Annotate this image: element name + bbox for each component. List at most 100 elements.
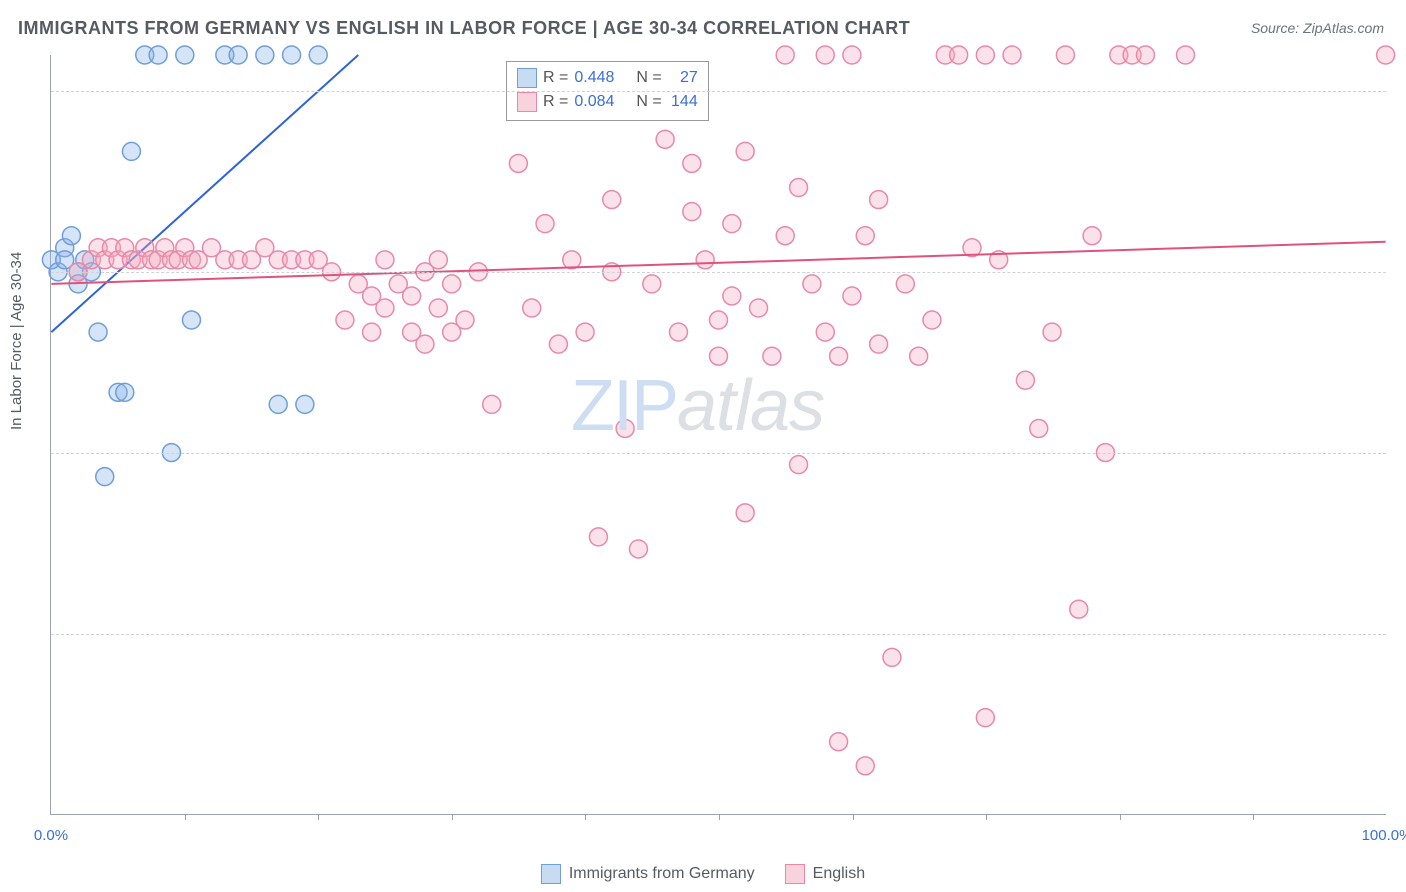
x-tick — [1120, 814, 1121, 820]
data-point — [1176, 46, 1194, 64]
data-point — [870, 335, 888, 353]
data-point — [603, 191, 621, 209]
legend-swatch — [517, 92, 537, 112]
gridline-horizontal — [51, 453, 1386, 454]
data-point — [669, 323, 687, 341]
data-point — [429, 299, 447, 317]
legend-series-label: English — [813, 865, 865, 883]
regression-line — [51, 55, 358, 332]
data-point — [116, 383, 134, 401]
data-point — [683, 154, 701, 172]
data-point — [723, 215, 741, 233]
data-point — [843, 46, 861, 64]
data-point — [1003, 46, 1021, 64]
x-tick — [719, 814, 720, 820]
data-point — [256, 46, 274, 64]
data-point — [750, 299, 768, 317]
data-point — [536, 215, 554, 233]
data-point — [723, 287, 741, 305]
data-point — [976, 709, 994, 727]
legend-item: Immigrants from Germany — [541, 864, 755, 884]
data-point — [856, 227, 874, 245]
series-legend: Immigrants from Germany English — [0, 864, 1406, 884]
data-point — [790, 456, 808, 474]
legend-n-value: 27 — [668, 69, 698, 87]
y-tick-label: 55.0% — [1396, 626, 1406, 643]
x-tick-label: 100.0% — [1362, 827, 1406, 844]
x-tick — [318, 814, 319, 820]
legend-row: R =0.448N =27 — [517, 66, 698, 90]
data-point — [483, 395, 501, 413]
legend-n-value: 144 — [668, 93, 698, 111]
data-point — [896, 275, 914, 293]
legend-n-label: N = — [636, 69, 661, 87]
data-point — [643, 275, 661, 293]
data-point — [89, 323, 107, 341]
data-point — [736, 142, 754, 160]
data-point — [616, 419, 634, 437]
legend-swatch — [517, 68, 537, 88]
gridline-horizontal — [51, 91, 1386, 92]
legend-row: R =0.084N =144 — [517, 90, 698, 114]
legend-item: English — [785, 864, 865, 884]
source-attribution: Source: ZipAtlas.com — [1251, 20, 1384, 36]
data-point — [283, 46, 301, 64]
data-point — [309, 46, 327, 64]
x-tick — [986, 814, 987, 820]
x-tick — [1253, 814, 1254, 820]
data-point — [696, 251, 714, 269]
data-point — [830, 347, 848, 365]
data-point — [149, 46, 167, 64]
data-point — [816, 323, 834, 341]
data-point — [296, 395, 314, 413]
data-point — [182, 311, 200, 329]
data-point — [1377, 46, 1395, 64]
data-point — [683, 203, 701, 221]
data-point — [122, 142, 140, 160]
legend-n-label: N = — [636, 93, 661, 111]
data-point — [790, 179, 808, 197]
data-point — [1043, 323, 1061, 341]
data-point — [269, 395, 287, 413]
scatter-svg — [51, 55, 1386, 814]
data-point — [1083, 227, 1101, 245]
y-tick-label: 100.0% — [1396, 83, 1406, 100]
data-point — [710, 347, 728, 365]
data-point — [736, 504, 754, 522]
data-point — [62, 227, 80, 245]
y-axis-label: In Labor Force | Age 30-34 — [8, 252, 25, 430]
data-point — [403, 287, 421, 305]
data-point — [830, 733, 848, 751]
data-point — [563, 251, 581, 269]
x-tick-label: 0.0% — [34, 827, 68, 844]
data-point — [763, 347, 781, 365]
data-point — [523, 299, 541, 317]
data-point — [1056, 46, 1074, 64]
data-point — [336, 311, 354, 329]
data-point — [950, 46, 968, 64]
legend-r-label: R = — [543, 93, 568, 111]
data-point — [883, 648, 901, 666]
data-point — [629, 540, 647, 558]
x-tick — [585, 814, 586, 820]
data-point — [416, 335, 434, 353]
data-point — [1136, 46, 1154, 64]
data-point — [910, 347, 928, 365]
data-point — [976, 46, 994, 64]
data-point — [589, 528, 607, 546]
legend-swatch — [785, 864, 805, 884]
data-point — [776, 227, 794, 245]
data-point — [376, 299, 394, 317]
gridline-horizontal — [51, 272, 1386, 273]
data-point — [843, 287, 861, 305]
data-point — [1070, 600, 1088, 618]
data-point — [509, 154, 527, 172]
x-tick — [452, 814, 453, 820]
legend-r-value: 0.448 — [574, 69, 614, 87]
data-point — [1030, 419, 1048, 437]
plot-area: ZIPatlas R =0.448N =27R =0.084N =144 55.… — [50, 55, 1386, 815]
data-point — [429, 251, 447, 269]
data-point — [656, 130, 674, 148]
data-point — [229, 46, 247, 64]
data-point — [870, 191, 888, 209]
